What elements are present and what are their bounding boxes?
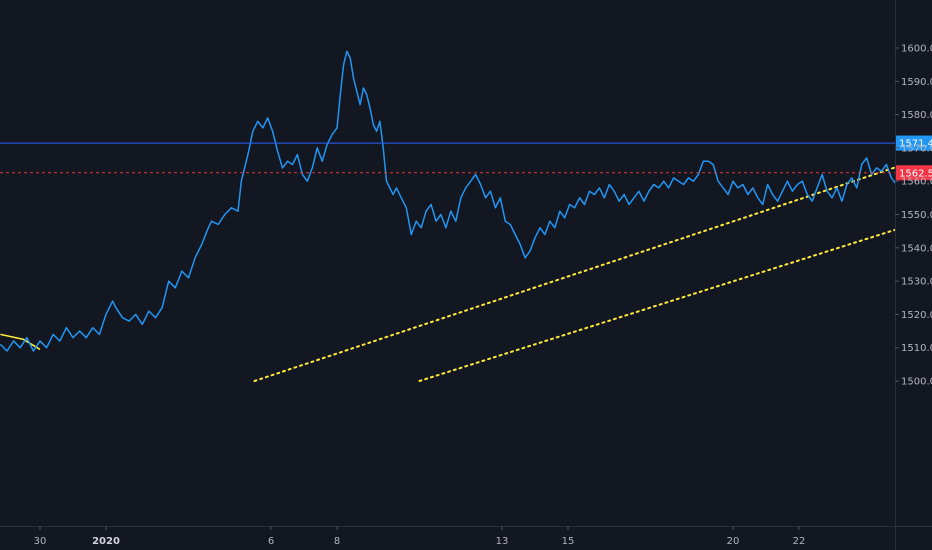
y-tick-label: 1530.00 <box>901 277 932 288</box>
y-tick-label: 1590.00 <box>901 77 932 88</box>
trend-line[interactable] <box>253 70 932 382</box>
x-tick-label: 30 <box>34 536 47 547</box>
y-tick-label: 1520.00 <box>901 310 932 321</box>
x-tick-label: 2020 <box>92 536 120 547</box>
y-tick-label: 1500.00 <box>901 377 932 388</box>
x-tick-label: 15 <box>562 536 575 547</box>
y-tick-label: 1560.00 <box>901 177 932 188</box>
horizontal-price-lines[interactable]: 1571.45 1562.53 <box>0 135 932 181</box>
y-tick-label: 1510.00 <box>901 343 932 354</box>
trend-lines[interactable] <box>0 70 932 382</box>
y-tick-label: 1550.00 <box>901 210 932 221</box>
price-badge-label: 1562.53 <box>899 168 932 179</box>
trend-line[interactable] <box>0 333 41 351</box>
x-tick-label: 13 <box>496 536 509 547</box>
trend-line[interactable] <box>418 137 932 382</box>
price-badge-label: 1571.45 <box>899 139 932 150</box>
x-tick-label: 20 <box>727 536 740 547</box>
y-tick-label: 1580.00 <box>901 110 932 121</box>
time-axis[interactable]: 30202068131520222729Feb <box>34 526 932 547</box>
price-line <box>0 50 895 352</box>
y-tick-label: 1570.00 <box>901 143 932 154</box>
price-series <box>0 50 895 352</box>
x-tick-label: 6 <box>268 536 274 547</box>
y-tick-label: 1600.00 <box>901 44 932 55</box>
price-axis[interactable]: 1500.00 1510.00 1520.00 1530.00 1540.00 1550.… <box>895 44 932 388</box>
price-badge <box>896 165 932 181</box>
price-badge <box>896 135 932 151</box>
x-tick-label: 8 <box>334 536 340 547</box>
x-tick-label: 22 <box>793 536 806 547</box>
y-tick-label: 1540.00 <box>901 243 932 254</box>
